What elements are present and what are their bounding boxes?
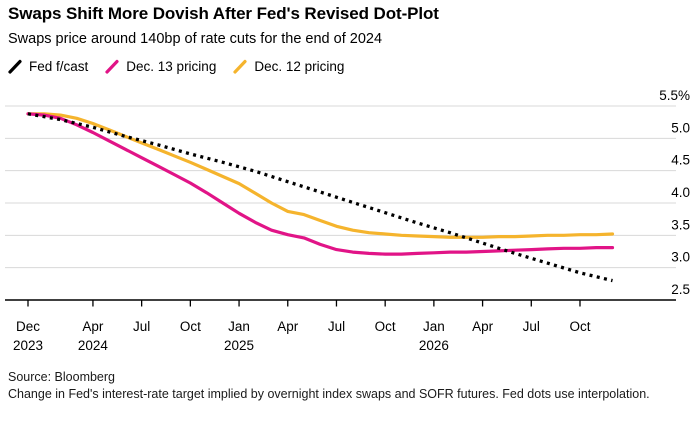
y-axis-tick-label: 4.0 [671,185,690,200]
x-axis-month-label: Dec [16,319,40,334]
x-axis-month-label: Jan [228,319,250,334]
y-axis-tick-label: 3.0 [671,250,690,265]
series-line-dec12 [26,112,615,239]
x-axis-year-label: 2023 [13,338,43,353]
legend-label: Dec. 12 pricing [254,59,345,74]
x-axis-month-label: Oct [180,319,201,334]
x-axis-month-label: Oct [375,319,396,334]
legend-label: Dec. 13 pricing [126,59,217,74]
series-line-dec13 [26,112,615,256]
x-axis-month-label: Apr [472,319,494,334]
legend-item-dec-13-pricing: Dec. 13 pricing [105,59,216,74]
chart-svg: 5.5% 5.0 4.5 4.0 3.5 3.0 2.5 Dec 2023 Apr 2024 Jul O… [5,88,690,353]
chart-legend: Fed f/cast Dec. 13 pricing Dec. 12 pricing [8,59,361,74]
y-axis-tick-label: 3.5 [671,217,690,232]
legend-item-fed-f-cast: Fed f/cast [8,59,88,74]
x-axis-year-label: 2024 [78,338,109,353]
chart-plot-area: 5.5% 5.0 4.5 4.0 3.5 3.0 2.5 Dec 2023 Apr 2024 Jul O… [0,88,694,356]
y-axis-tick-label: 5.0 [671,120,690,135]
y-axis-tick-label: 5.5% [659,88,690,103]
chart-title: Swaps Shift More Dovish After Fed's Revi… [8,4,439,23]
x-axis-year-label: 2026 [419,338,449,353]
x-axis-month-label: Jul [523,319,540,334]
x-axis-month-label: Jan [423,319,445,334]
x-axis-month-label: Jul [133,319,150,334]
y-axis-tick-label: 2.5 [671,282,690,297]
x-axis-month-label: Oct [569,319,590,334]
line-swatch-icon [105,59,119,74]
x-axis-year-label: 2025 [224,338,254,353]
legend-label: Fed f/cast [29,59,89,74]
y-axis-tick-label: 4.5 [671,153,690,168]
footnote-text: Change in Fed's interest-rate target imp… [8,387,650,402]
chart-footer: Source: Bloomberg Change in Fed's intere… [8,369,663,404]
legend-item-dec-12-pricing: Dec. 12 pricing [233,59,344,74]
x-axis-month-label: Apr [277,319,299,334]
line-swatch-icon [8,59,22,74]
x-axis-month-label: Apr [82,319,104,334]
x-axis-month-label: Jul [328,319,345,334]
chart-subtitle: Swaps price around 140bp of rate cuts fo… [8,31,383,47]
line-swatch-icon [233,59,247,74]
source-label: Source: Bloomberg [8,370,116,384]
